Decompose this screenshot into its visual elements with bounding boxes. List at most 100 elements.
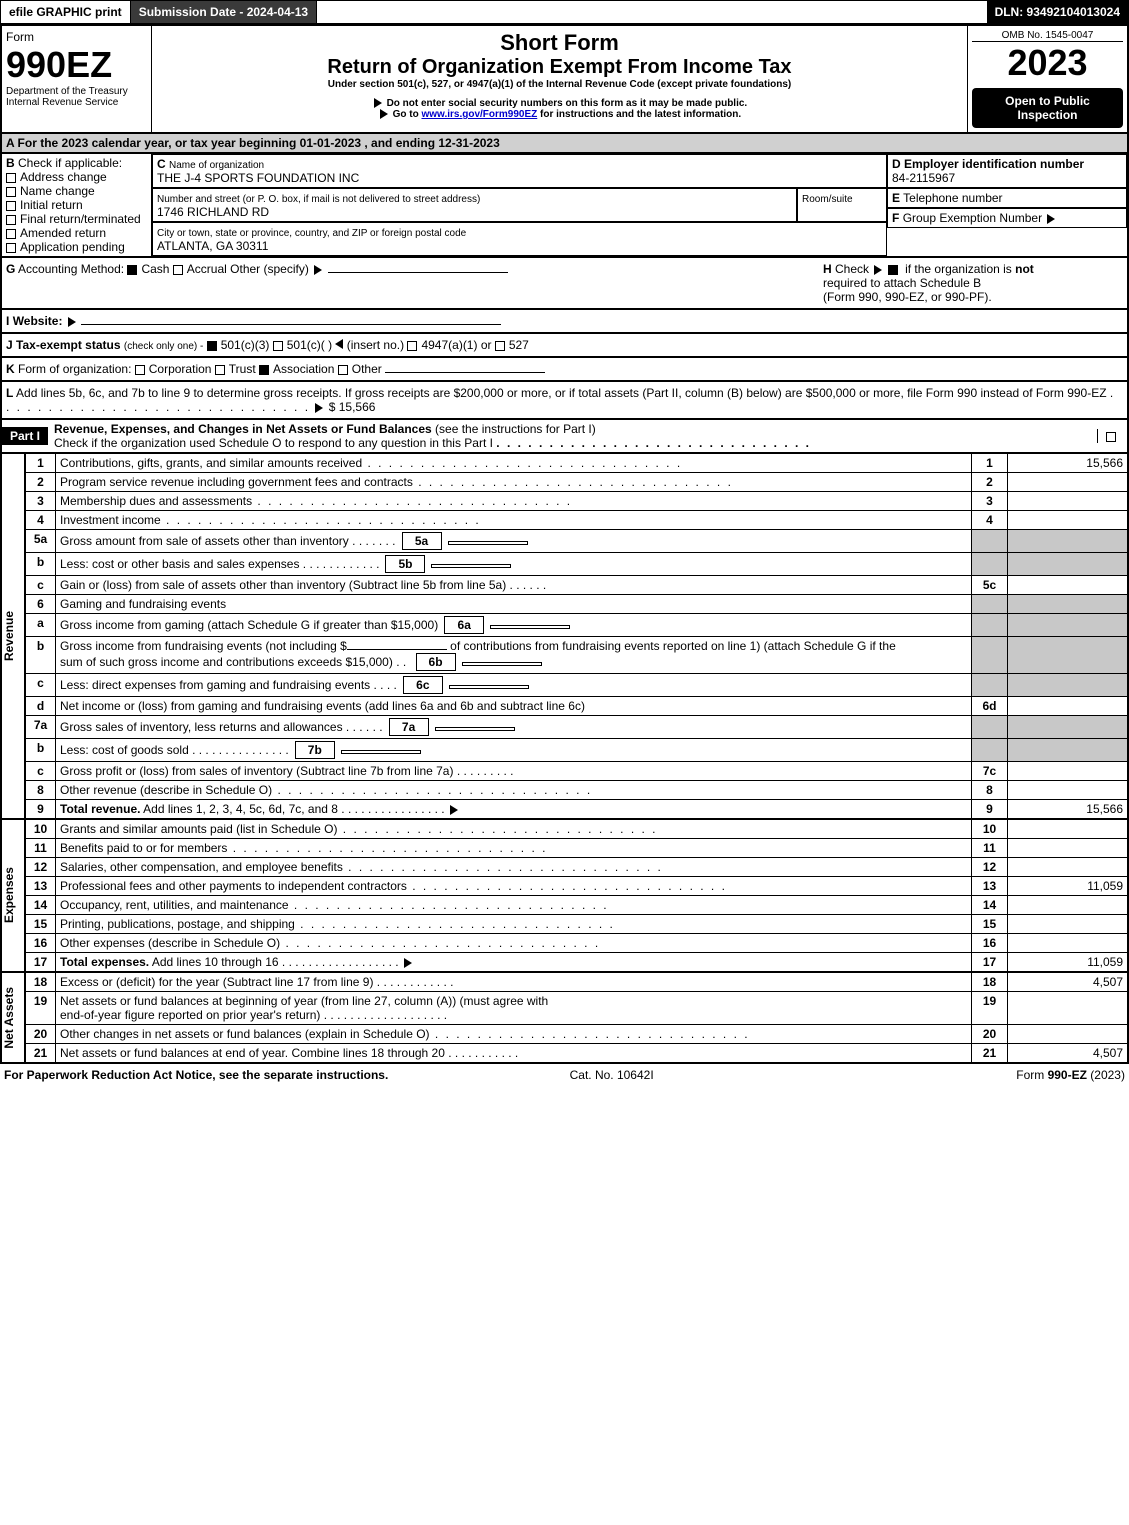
i-label: I: [6, 314, 9, 328]
section-k: K Form of organization: Corporation Trus…: [1, 357, 1128, 381]
line-text: Less: direct expenses from gaming and fu…: [60, 678, 370, 692]
chk-address[interactable]: Address change: [6, 170, 147, 184]
section-j: J Tax-exempt status (check only one) - 5…: [1, 333, 1128, 357]
line-num: 6d: [972, 697, 1008, 716]
sub-num: 6b: [416, 653, 456, 671]
line-amt: [1008, 781, 1128, 800]
table-row: 6Gaming and fundraising events: [26, 595, 1128, 614]
chk-501c[interactable]: [273, 341, 283, 351]
footer-right-post: (2023): [1087, 1068, 1125, 1082]
opt-527: 527: [509, 338, 529, 352]
side-revenue-label: Revenue: [2, 611, 24, 661]
part-i-checkbox-cell: [1097, 429, 1127, 443]
chk-amended[interactable]: Amended return: [6, 226, 147, 240]
line-text: Net assets or fund balances at end of ye…: [60, 1046, 445, 1060]
line-amt: 4,507: [1008, 1044, 1128, 1063]
line-amt: 11,059: [1008, 953, 1128, 972]
sub-amt: [341, 750, 421, 754]
chk-pending[interactable]: Application pending: [6, 240, 147, 254]
line-amt: [1008, 697, 1128, 716]
dept-label: Department of the Treasury Internal Reve…: [6, 86, 147, 108]
line-text: Less: cost of goods sold: [60, 743, 189, 757]
table-row: 10 Grants and similar amounts paid (list …: [26, 820, 1128, 839]
line-text: Grants and similar amounts paid (list in…: [60, 822, 658, 836]
line-text: Gross income from gaming (attach Schedul…: [60, 618, 438, 632]
line-text: Other revenue (describe in Schedule O): [60, 783, 592, 797]
table-row: cGross profit or (loss) from sales of in…: [26, 762, 1128, 781]
chk-h[interactable]: [888, 265, 898, 275]
arrow-icon: [314, 265, 322, 275]
g-text: Accounting Method:: [18, 262, 124, 276]
line-num: 20: [972, 1025, 1008, 1044]
line-num: 13: [972, 877, 1008, 896]
h-label: H: [823, 262, 832, 276]
line-num: 8: [972, 781, 1008, 800]
line-amt: [1008, 858, 1128, 877]
line-amt: 15,566: [1008, 800, 1128, 819]
submission-date-button[interactable]: Submission Date - 2024-04-13: [131, 1, 317, 23]
line-num: 17: [972, 953, 1008, 972]
chk-other-org[interactable]: [338, 365, 348, 375]
line-text: of contributions from fundraising events…: [450, 639, 896, 653]
header-mid: Short Form Return of Organization Exempt…: [152, 26, 967, 132]
chk-assoc[interactable]: [259, 365, 269, 375]
chk-initial[interactable]: Initial return: [6, 198, 147, 212]
chk-cash[interactable]: [127, 265, 137, 275]
tax-year: 2023: [972, 42, 1123, 84]
efile-print-button[interactable]: efile GRAPHIC print: [1, 1, 131, 23]
section-b: B Check if applicable: Address change Na…: [2, 154, 152, 256]
warn-text: Do not enter social security numbers on …: [387, 98, 748, 109]
section-gh: G Accounting Method: Cash Accrual Other …: [1, 257, 1128, 309]
chk-accrual[interactable]: [173, 265, 183, 275]
chk-trust[interactable]: [215, 365, 225, 375]
j-ins: (insert no.): [347, 338, 404, 352]
j-sub: (check only one) -: [124, 341, 203, 352]
arrow-icon: [1047, 214, 1055, 224]
opt-address: Address change: [20, 170, 107, 184]
expenses-table: 10 Grants and similar amounts paid (list …: [25, 819, 1128, 972]
chk-name[interactable]: Name change: [6, 184, 147, 198]
topbar-spacer: [317, 1, 986, 23]
chk-corp[interactable]: [135, 365, 145, 375]
opt-corp: Corporation: [149, 362, 212, 376]
irs-link[interactable]: www.irs.gov/Form990EZ: [421, 109, 537, 120]
opt-trust: Trust: [229, 362, 256, 376]
table-row: bLess: cost or other basis and sales exp…: [26, 553, 1128, 576]
section-def: D Employer identification number 84-2115…: [887, 154, 1127, 256]
table-row: 16Other expenses (describe in Schedule O…: [26, 934, 1128, 953]
left-arrow-icon: [335, 339, 343, 349]
b-check-if: Check if applicable:: [18, 156, 122, 170]
chk-501c3[interactable]: [207, 341, 217, 351]
table-row: 20Other changes in net assets or fund ba…: [26, 1025, 1128, 1044]
part-i-title-row: Revenue, Expenses, and Changes in Net As…: [48, 420, 1097, 452]
sub-num: 7b: [295, 741, 335, 759]
line-amt: [1008, 915, 1128, 934]
d-label: D: [892, 157, 901, 171]
d-text: Employer identification number: [904, 157, 1084, 171]
table-row: 3Membership dues and assessments3: [26, 492, 1128, 511]
subtitle: Under section 501(c), 527, or 4947(a)(1)…: [156, 79, 963, 90]
chk-final[interactable]: Final return/terminated: [6, 212, 147, 226]
e-text: Telephone number: [903, 191, 1002, 205]
line-text: Other expenses (describe in Schedule O): [60, 936, 600, 950]
line-amt: [1008, 762, 1128, 781]
org-city: ATLANTA, GA 30311: [157, 239, 268, 253]
form-number: 990EZ: [6, 44, 147, 86]
side-revenue: Revenue: [1, 453, 25, 819]
chk-527[interactable]: [495, 341, 505, 351]
l-label: L: [6, 386, 13, 400]
sub-num: 6a: [444, 616, 484, 634]
header-left: Form 990EZ Department of the Treasury In…: [2, 26, 152, 132]
f-text: Group Exemption Number: [903, 211, 1042, 225]
line-num: 10: [972, 820, 1008, 839]
warn-line: Do not enter social security numbers on …: [156, 98, 963, 109]
line-num: 19: [972, 992, 1008, 1025]
opt-501c3: 501(c)(3): [221, 338, 270, 352]
section-h: H Check if the organization is not requi…: [823, 262, 1123, 304]
chk-4947[interactable]: [407, 341, 417, 351]
part-i-label: Part I: [2, 427, 48, 445]
chk-schedule-o[interactable]: [1106, 432, 1116, 442]
sub-amt: [462, 662, 542, 666]
line-amt: [1008, 934, 1128, 953]
side-expenses: Expenses: [1, 819, 25, 972]
